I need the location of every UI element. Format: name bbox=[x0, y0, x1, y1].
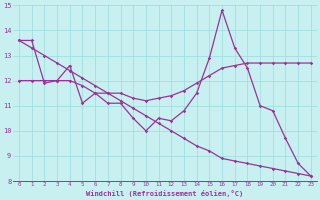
X-axis label: Windchill (Refroidissement éolien,°C): Windchill (Refroidissement éolien,°C) bbox=[86, 190, 244, 197]
